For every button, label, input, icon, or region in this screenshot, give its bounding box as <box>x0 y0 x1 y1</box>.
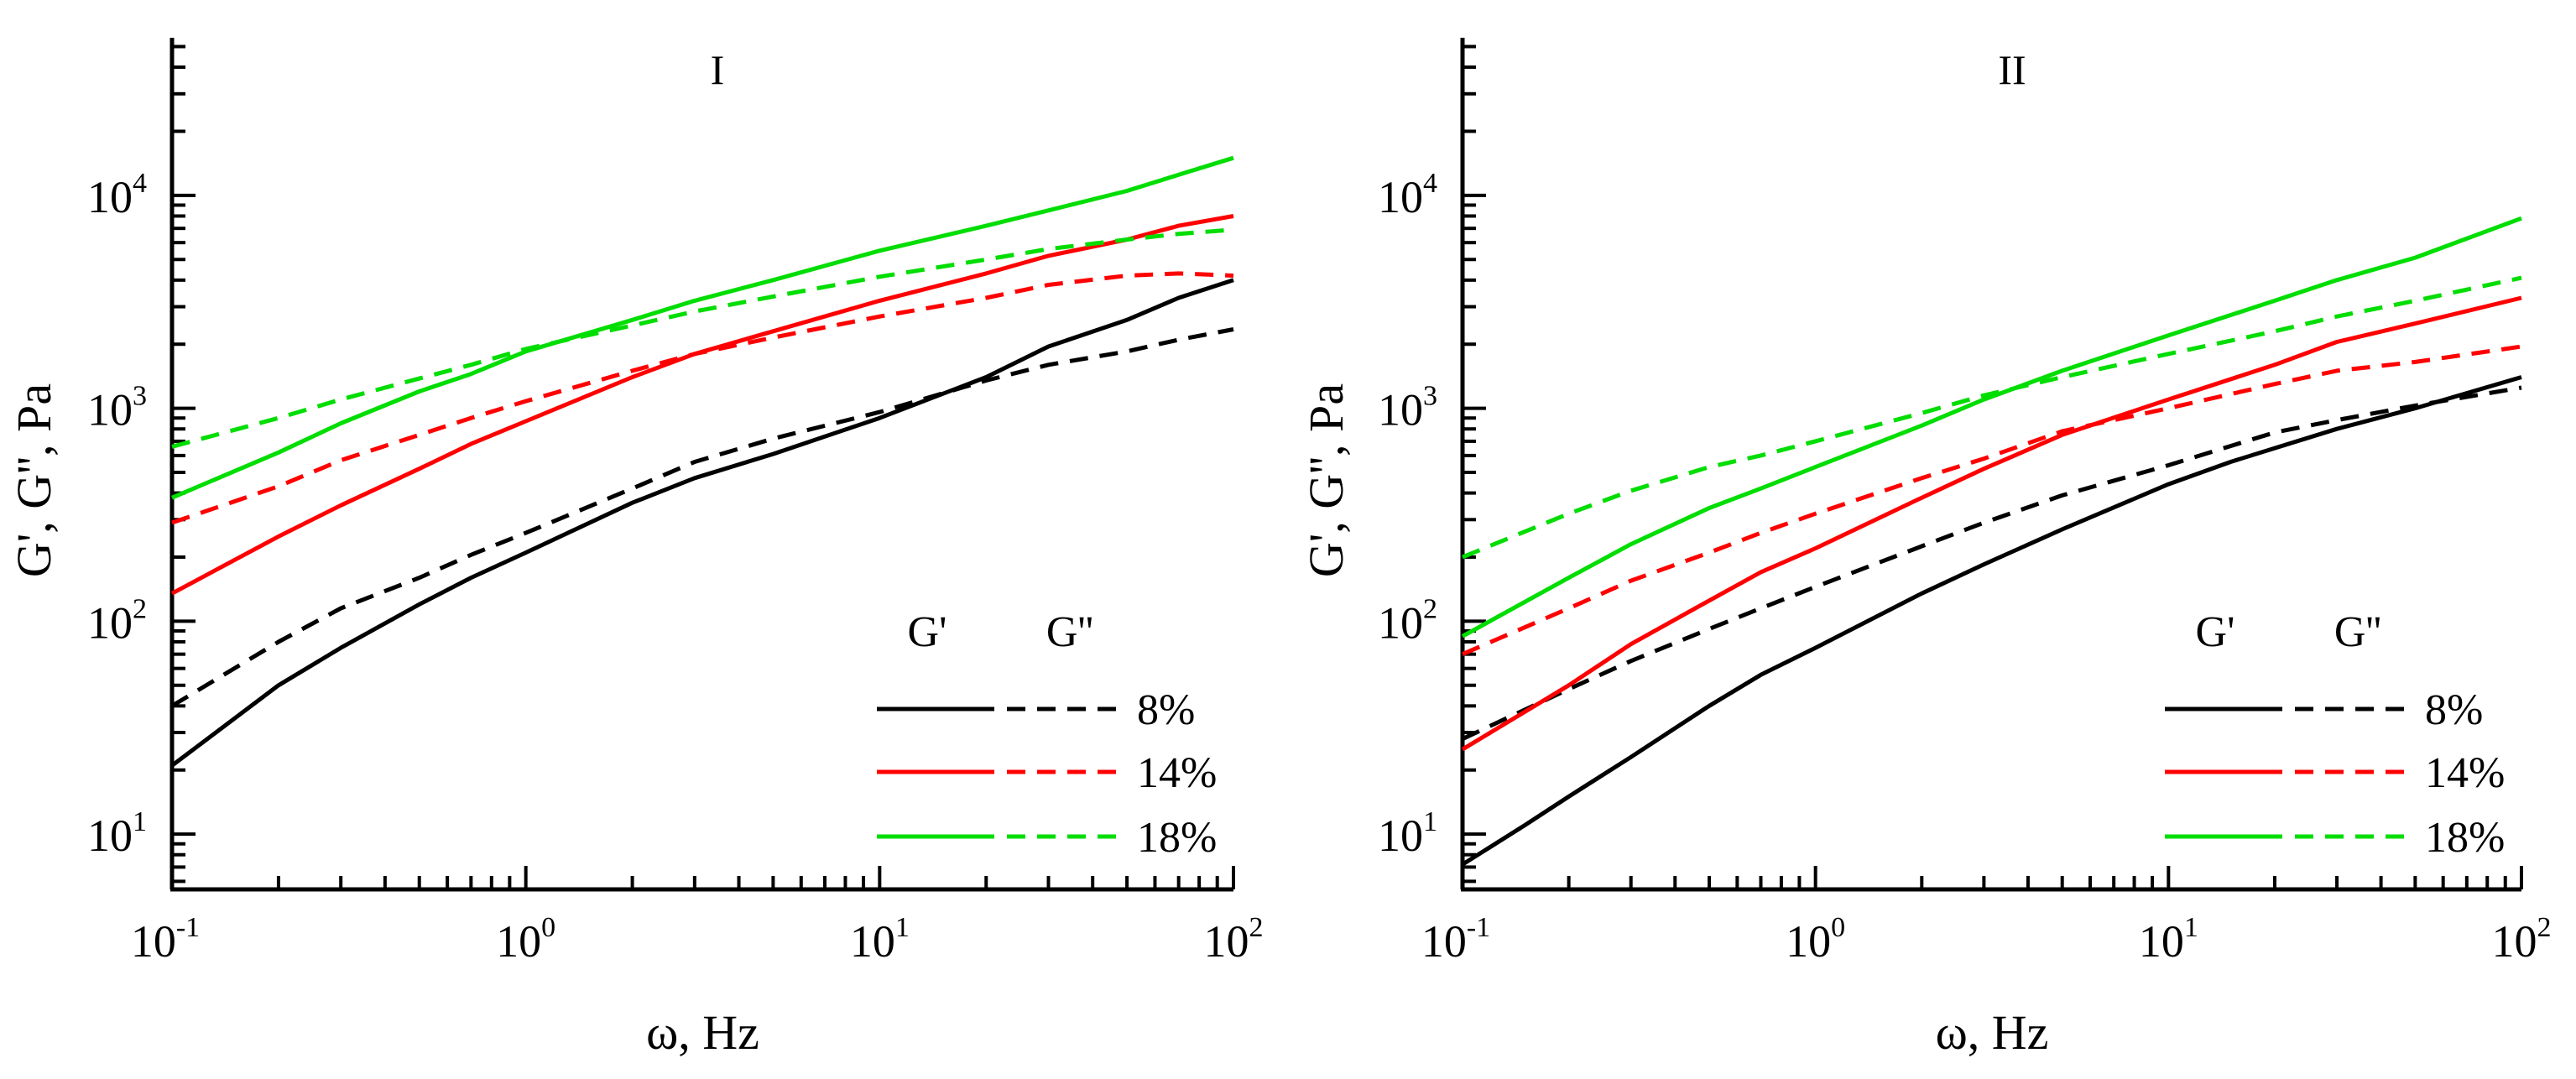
y-tick-label: 101 <box>1378 806 1437 861</box>
x-tick-label: 100 <box>1786 912 1845 967</box>
y-tick-exponent: 2 <box>1423 593 1437 624</box>
panel-title: II <box>1998 46 2026 93</box>
x-tick-exponent: -1 <box>1467 912 1490 943</box>
series-line-g-14- <box>170 214 1234 596</box>
legend-label: 14% <box>2425 749 2505 797</box>
x-tick-label: 101 <box>2139 912 2198 967</box>
legend: G' G'' 8% 14% 18% <box>877 608 1217 862</box>
legend: G' G'' 8% 14% 18% <box>2165 608 2505 862</box>
x-tick-label: 102 <box>1204 912 1264 967</box>
x-tick-label: 10-1 <box>131 912 200 967</box>
series-line-g-8- <box>170 327 1234 708</box>
y-tick-label: 103 <box>87 381 147 435</box>
legend-header-solid: G' <box>2196 608 2235 656</box>
y-tick-exponent: 3 <box>1423 381 1437 412</box>
y-tick-exponent: 1 <box>133 806 147 837</box>
x-tick-exponent: 2 <box>1249 912 1264 943</box>
x-axis-title: ω, Hz <box>646 1005 759 1060</box>
y-axis-title: G', G'', Pa <box>7 383 61 577</box>
x-tick-exponent: 1 <box>2184 912 2198 943</box>
y-tick-label: 102 <box>87 593 147 648</box>
x-tick-base: 10 <box>1421 916 1467 967</box>
y-tick-label: 103 <box>1378 381 1437 435</box>
x-tick-exponent: 0 <box>541 912 555 943</box>
x-axis-title: ω, Hz <box>1936 1005 2049 1060</box>
y-tick-label: 104 <box>1378 168 1437 222</box>
y-tick-exponent: 2 <box>133 593 147 624</box>
legend-label: 18% <box>2425 814 2505 862</box>
y-tick-exponent: 4 <box>133 168 147 199</box>
x-tick-label: 100 <box>496 912 555 967</box>
y-tick-exponent: 3 <box>133 381 147 412</box>
series-line-g-18- <box>1461 216 2522 639</box>
legend-label: 18% <box>1137 814 1217 862</box>
series-line-g-18- <box>171 227 1234 449</box>
legend-header-solid: G' <box>908 608 947 656</box>
x-tick-base: 10 <box>2139 916 2184 967</box>
y-tick-base: 10 <box>87 811 133 861</box>
series-line-g-8- <box>1461 375 2522 867</box>
series-line-g-14- <box>1462 344 2522 656</box>
series-line-g-8- <box>1461 385 2522 741</box>
y-tick-base: 10 <box>87 597 133 648</box>
legend-header-dashed: G'' <box>2334 608 2381 656</box>
x-tick-exponent: 0 <box>1831 912 1845 943</box>
panel-title: I <box>711 46 725 93</box>
series-line-g-18- <box>171 155 1234 500</box>
y-tick-base: 10 <box>1378 172 1423 222</box>
x-tick-base: 10 <box>2492 916 2537 967</box>
x-tick-base: 10 <box>850 916 895 967</box>
legend-label: 8% <box>2425 686 2483 734</box>
x-tick-label: 10-1 <box>1421 912 1490 967</box>
y-tick-exponent: 4 <box>1423 168 1437 199</box>
y-tick-label: 102 <box>1378 593 1437 648</box>
x-tick-base: 10 <box>1204 916 1249 967</box>
series-line-g-8- <box>170 278 1234 768</box>
x-tick-base: 10 <box>131 916 176 967</box>
series-line-g-14- <box>171 271 1234 525</box>
y-tick-label: 101 <box>87 806 147 861</box>
legend-label: 14% <box>1137 749 1217 797</box>
y-tick-exponent: 1 <box>1423 806 1437 837</box>
y-tick-base: 10 <box>1378 811 1423 861</box>
x-tick-base: 10 <box>1786 916 1831 967</box>
y-tick-base: 10 <box>87 172 133 222</box>
legend-header-dashed: G'' <box>1046 608 1093 656</box>
y-tick-base: 10 <box>1378 385 1423 435</box>
x-tick-label: 101 <box>850 912 910 967</box>
x-tick-exponent: 1 <box>895 912 910 943</box>
y-axis-title: G', G'', Pa <box>1299 383 1353 577</box>
y-tick-base: 10 <box>1378 597 1423 648</box>
series-line-g-18- <box>1462 275 2522 560</box>
x-tick-exponent: -1 <box>176 912 200 943</box>
legend-label: 8% <box>1137 686 1195 734</box>
x-tick-label: 102 <box>2492 912 2552 967</box>
x-tick-exponent: 2 <box>2537 912 2552 943</box>
series-line-g-14- <box>1461 295 2522 752</box>
y-tick-label: 104 <box>87 168 147 222</box>
y-tick-base: 10 <box>87 385 133 435</box>
x-tick-base: 10 <box>496 916 541 967</box>
